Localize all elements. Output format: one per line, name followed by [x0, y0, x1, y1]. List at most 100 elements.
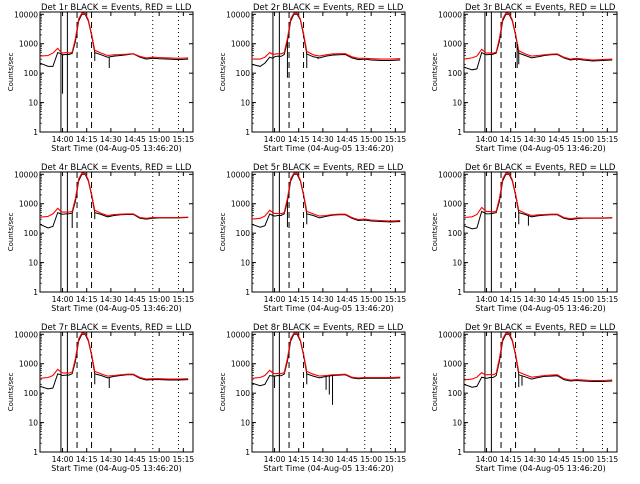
y-axis-label: Counts/sec	[7, 213, 15, 252]
y-tick-label: 10	[28, 99, 38, 108]
x-tick-label: 14:00	[264, 295, 286, 304]
plot-frame	[463, 331, 618, 453]
x-tick-label: 15:15	[173, 135, 195, 144]
x-tick-label: 14:30	[312, 455, 334, 464]
x-tick-label: 14:30	[524, 455, 546, 464]
lld-series-line	[40, 172, 189, 219]
y-tick-label: 1000	[231, 200, 250, 209]
y-tick-label: 10000	[226, 330, 250, 339]
x-tick-label: 15:15	[385, 455, 407, 464]
lld-series-line	[252, 12, 401, 60]
y-tick-label: 10	[240, 419, 250, 428]
y-tick-label: 100	[24, 229, 39, 238]
x-tick-label: 15:15	[173, 295, 195, 304]
x-tick-label: 14:45	[124, 295, 146, 304]
x-tick-label: 15:00	[572, 455, 594, 464]
x-tick-label: 14:45	[548, 455, 570, 464]
x-tick-label: 14:45	[548, 295, 570, 304]
x-tick-label: 14:45	[336, 135, 358, 144]
y-tick-label: 1	[245, 288, 250, 297]
plot-frame	[251, 171, 406, 293]
panel-title: Det 1r BLACK = Events, RED = LLD	[41, 3, 192, 13]
y-tick-label: 1000	[231, 40, 250, 49]
lld-series-line	[40, 332, 189, 380]
lld-series-line	[40, 12, 189, 59]
y-tick-label: 1	[457, 448, 462, 457]
x-tick-label: 15:00	[572, 295, 594, 304]
y-tick-label: 1000	[19, 40, 38, 49]
x-tick-label: 15:15	[597, 295, 619, 304]
lld-series-line	[464, 172, 613, 220]
panel-det-9: Det 9r BLACK = Events, RED = LLD 1 10 100 10…	[431, 323, 618, 473]
x-axis-label: Start Time (04-Aug-05 13:46:20)	[263, 464, 394, 473]
y-tick-label: 10000	[438, 330, 462, 339]
y-tick-label: 10	[452, 419, 462, 428]
plot-frame	[463, 171, 618, 293]
x-axis-label: Start Time (04-Aug-05 13:46:20)	[51, 464, 182, 473]
y-tick-label: 1000	[19, 200, 38, 209]
x-tick-label: 15:00	[148, 135, 170, 144]
x-tick-label: 14:45	[124, 455, 146, 464]
x-tick-label: 14:15	[76, 455, 98, 464]
x-tick-label: 15:15	[597, 455, 619, 464]
events-series-line	[252, 173, 401, 228]
y-tick-label: 100	[24, 389, 39, 398]
panel-det-5: Det 5r BLACK = Events, RED = LLD 1 10 100 10…	[219, 163, 406, 313]
y-axis-label: Counts/sec	[7, 373, 15, 412]
y-tick-label: 1	[33, 448, 38, 457]
y-tick-label: 10	[452, 99, 462, 108]
y-tick-label: 1	[457, 128, 462, 137]
x-tick-label: 14:45	[124, 135, 146, 144]
plot-frame	[251, 331, 406, 453]
y-tick-label: 10	[240, 99, 250, 108]
y-tick-label: 1000	[443, 40, 462, 49]
y-tick-label: 1000	[443, 360, 462, 369]
x-tick-label: 14:45	[336, 295, 358, 304]
y-tick-label: 100	[24, 69, 39, 78]
x-tick-label: 14:30	[312, 295, 334, 304]
y-tick-label: 100	[448, 229, 463, 238]
x-tick-label: 14:15	[76, 295, 98, 304]
x-tick-label: 15:00	[360, 295, 382, 304]
lld-series-line	[464, 332, 613, 382]
x-tick-label: 14:30	[100, 295, 122, 304]
panel-det-7: Det 7r BLACK = Events, RED = LLD 1 10 100 10…	[7, 323, 194, 473]
x-tick-label: 14:15	[500, 455, 522, 464]
plot-frame	[39, 11, 194, 133]
x-tick-label: 15:15	[597, 135, 619, 144]
x-axis-label: Start Time (04-Aug-05 13:46:20)	[263, 304, 394, 313]
x-tick-label: 14:15	[288, 295, 310, 304]
x-tick-label: 14:15	[500, 135, 522, 144]
x-tick-label: 14:30	[312, 135, 334, 144]
x-tick-label: 15:00	[148, 295, 170, 304]
x-axis-label: Start Time (04-Aug-05 13:46:20)	[475, 304, 606, 313]
panel-det-3: Det 3r BLACK = Events, RED = LLD 1 10 100 10…	[431, 3, 618, 153]
y-tick-label: 10000	[14, 170, 38, 179]
x-tick-label: 14:00	[264, 455, 286, 464]
panel-title: Det 6r BLACK = Events, RED = LLD	[465, 163, 616, 173]
x-tick-label: 14:15	[288, 135, 310, 144]
events-series-line	[464, 173, 613, 230]
x-tick-label: 14:00	[476, 295, 498, 304]
y-tick-label: 10000	[226, 170, 250, 179]
y-tick-label: 10	[452, 259, 462, 268]
y-tick-label: 10000	[438, 10, 462, 19]
x-axis-label: Start Time (04-Aug-05 13:46:20)	[51, 144, 182, 153]
y-tick-label: 100	[236, 69, 251, 78]
y-tick-label: 1	[33, 128, 38, 137]
y-tick-label: 100	[448, 69, 463, 78]
plot-frame	[39, 171, 194, 293]
y-tick-label: 1	[245, 128, 250, 137]
y-axis-label: Counts/sec	[431, 53, 439, 92]
y-tick-label: 100	[236, 389, 251, 398]
panel-title: Det 7r BLACK = Events, RED = LLD	[41, 323, 192, 333]
panel-title: Det 4r BLACK = Events, RED = LLD	[41, 163, 192, 173]
plot-frame	[251, 11, 406, 133]
x-tick-label: 14:00	[52, 455, 74, 464]
y-tick-label: 10	[28, 419, 38, 428]
y-axis-label: Counts/sec	[7, 53, 15, 92]
panel-det-1: Det 1r BLACK = Events, RED = LLD 1 10 100 10…	[7, 3, 194, 153]
x-tick-label: 14:30	[524, 295, 546, 304]
x-tick-label: 14:15	[288, 455, 310, 464]
x-tick-label: 15:00	[148, 455, 170, 464]
